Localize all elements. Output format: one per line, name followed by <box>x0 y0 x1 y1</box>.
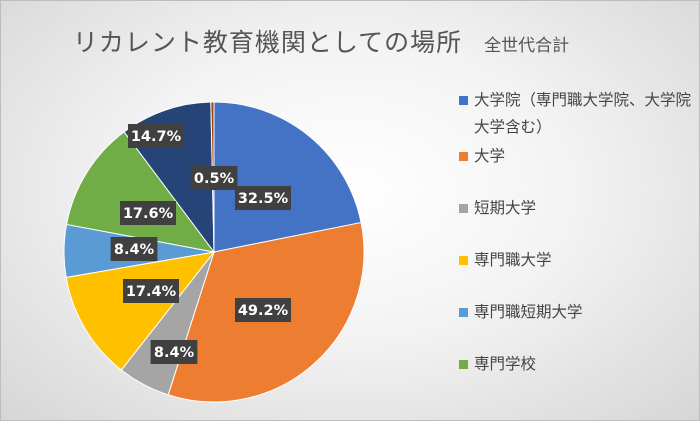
legend-label: 専門職短期大学 <box>474 303 583 321</box>
chart-subtitle: 全世代合計 <box>484 36 570 56</box>
data-label-text: 32.5% <box>238 191 289 207</box>
chart-title: リカレント教育機関としての場所 全世代合計 <box>1 23 641 59</box>
data-label-background <box>150 340 198 364</box>
legend-swatch <box>459 204 468 213</box>
legend-item-5: 専門職短期大学 <box>459 299 695 326</box>
legend-swatch <box>459 256 468 265</box>
legend-label: 専門学校 <box>474 355 537 373</box>
data-label-background <box>128 124 184 148</box>
data-label-text: 17.4% <box>126 284 177 300</box>
legend-item-6: 専門学校 <box>459 351 695 378</box>
data-label-text: 49.2% <box>238 303 289 319</box>
data-label-4: 17.4% <box>123 279 179 303</box>
legend-label: 大学院（専門職大学院、大学院大学含む） <box>474 91 692 136</box>
data-label-background <box>120 201 176 225</box>
data-label-text: 8.4% <box>114 242 155 258</box>
data-label-3: 8.4% <box>150 340 198 364</box>
data-label-text: 14.7% <box>131 129 182 145</box>
data-label-5: 8.4% <box>110 237 158 261</box>
data-label-7: 14.7% <box>128 124 184 148</box>
data-label-background <box>235 186 291 210</box>
legend-label: 専門職大学 <box>474 251 552 269</box>
data-label-6: 17.6% <box>120 201 176 225</box>
data-label-2: 49.2% <box>235 298 291 322</box>
pie-slice-6 <box>65 131 216 253</box>
data-label-1: 32.5% <box>235 186 291 210</box>
data-label-background <box>123 279 179 303</box>
data-label-text: 0.5% <box>194 171 235 187</box>
data-label-text: 8.4% <box>154 345 195 361</box>
legend-swatch <box>459 308 468 317</box>
data-label-background <box>235 298 291 322</box>
legend-label: 短期大学 <box>474 199 537 217</box>
legend-item-4: 専門職大学 <box>459 247 695 274</box>
legend-item-3: 短期大学 <box>459 195 695 222</box>
legend-swatch <box>459 96 468 105</box>
legend-item-1: 大学院（専門職大学院、大学院大学含む） <box>459 87 695 141</box>
legend-item-2: 大学 <box>459 143 695 170</box>
chart-title-text: リカレント教育機関としての場所 <box>72 28 463 57</box>
data-label-text: 17.6% <box>123 206 174 222</box>
data-label-background <box>190 166 238 190</box>
data-label-background <box>110 237 158 261</box>
legend-swatch <box>459 360 468 369</box>
pie-slice-1 <box>213 101 362 253</box>
data-label-8: 0.5% <box>190 166 238 190</box>
legend-label: 大学 <box>474 147 506 165</box>
legend-swatch <box>459 152 468 161</box>
